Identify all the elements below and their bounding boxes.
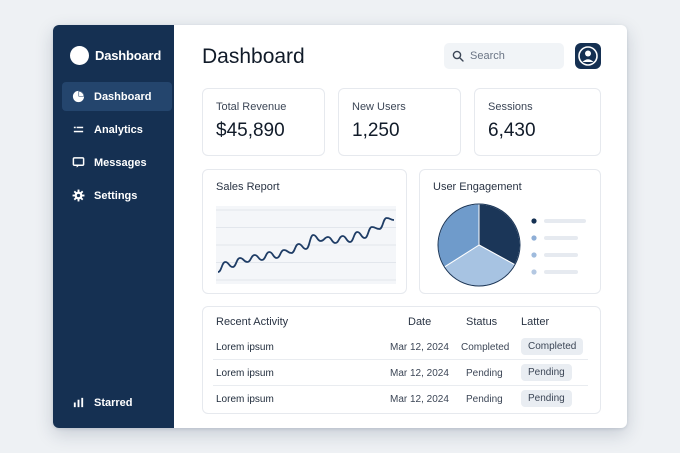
search-input[interactable] <box>470 50 560 62</box>
pie-chart-icon <box>71 90 85 104</box>
table-title: Recent Activity <box>216 316 289 328</box>
status-badge: Completed <box>521 338 584 355</box>
pie-outline <box>437 203 521 287</box>
brand-logo-icon <box>70 46 89 65</box>
row-date: Mar 12, 2024 <box>390 394 449 405</box>
sidebar-item-label: Analytics <box>94 123 143 136</box>
legend-label-placeholder <box>544 253 578 257</box>
row-divider <box>213 385 588 386</box>
legend-label-placeholder <box>544 236 578 240</box>
status-badge: Pending <box>521 364 572 381</box>
table-row[interactable]: Lorem ipsum Mar 12, 2024 Pending Pending <box>203 387 587 413</box>
bar-chart-icon <box>71 396 85 410</box>
sales-line-chart <box>216 206 396 284</box>
row-status: Completed <box>461 342 510 353</box>
row-date: Mar 12, 2024 <box>390 368 449 379</box>
legend-marker <box>531 252 537 258</box>
legend-label-placeholder <box>544 270 578 274</box>
stat-label: New Users <box>352 101 406 113</box>
card-title: User Engagement <box>433 181 522 193</box>
sidebar-item-label: Messages <box>94 156 147 169</box>
sidebar-item-messages[interactable]: Messages <box>62 148 172 177</box>
list-icon <box>71 123 85 137</box>
sidebar-item-settings[interactable]: Settings <box>62 181 172 210</box>
column-header-latter: Latter <box>521 316 550 328</box>
series-line <box>217 217 395 273</box>
sidebar-item-label: Starred <box>94 396 133 409</box>
card-title: Sales Report <box>216 181 280 193</box>
sidebar: Dashboard Dashboard Analytics Messages S <box>53 25 174 428</box>
sidebar-item-label: Settings <box>94 189 138 202</box>
row-status: Pending <box>466 394 503 405</box>
search-box[interactable] <box>444 43 564 69</box>
legend-label-placeholder <box>544 219 586 223</box>
legend-marker <box>531 235 537 241</box>
stat-card-sessions: Sessions 6,430 <box>474 88 601 156</box>
table-row[interactable]: Lorem ipsum Mar 12, 2024 Pending Pending <box>203 361 587 387</box>
brand[interactable]: Dashboard <box>70 46 161 65</box>
engagement-legend <box>531 218 586 275</box>
stat-value: 1,250 <box>352 120 400 141</box>
recent-activity-card: Recent Activity Date Status Latter Lorem… <box>202 306 601 414</box>
column-header-date: Date <box>408 316 432 328</box>
stat-label: Total Revenue <box>216 101 287 113</box>
status-badge: Pending <box>521 390 572 407</box>
gear-icon <box>71 189 85 203</box>
search-icon <box>452 50 464 62</box>
sales-report-card: Sales Report <box>202 169 407 294</box>
sidebar-item-dashboard[interactable]: Dashboard <box>62 82 172 111</box>
row-name: Lorem ipsum <box>216 394 274 405</box>
table-row[interactable]: Lorem ipsum Mar 12, 2024 Completed Compl… <box>203 335 587 361</box>
message-icon <box>71 156 85 170</box>
column-header-status: Status <box>466 316 498 328</box>
stat-value: 6,430 <box>488 120 536 141</box>
user-engagement-card: User Engagement <box>419 169 601 294</box>
row-name: Lorem ipsum <box>216 342 274 353</box>
avatar[interactable] <box>575 43 601 69</box>
row-divider <box>213 359 588 360</box>
stat-label: Sessions <box>488 101 533 113</box>
sidebar-item-analytics[interactable]: Analytics <box>62 115 172 144</box>
row-date: Mar 12, 2024 <box>390 342 449 353</box>
page-title: Dashboard <box>202 45 305 68</box>
stat-value: $45,890 <box>216 120 285 141</box>
engagement-pie-chart <box>437 203 521 287</box>
sidebar-item-label: Dashboard <box>94 90 152 103</box>
row-status: Pending <box>466 368 503 379</box>
legend-marker <box>531 218 537 224</box>
stat-card-revenue: Total Revenue $45,890 <box>202 88 325 156</box>
sidebar-item-starred[interactable]: Starred <box>62 388 172 417</box>
user-icon <box>578 46 598 66</box>
stat-card-new-users: New Users 1,250 <box>338 88 461 156</box>
legend-marker <box>531 269 537 275</box>
app-window: Dashboard Dashboard Analytics Messages S <box>53 25 627 428</box>
row-name: Lorem ipsum <box>216 368 274 379</box>
brand-title: Dashboard <box>95 48 162 63</box>
